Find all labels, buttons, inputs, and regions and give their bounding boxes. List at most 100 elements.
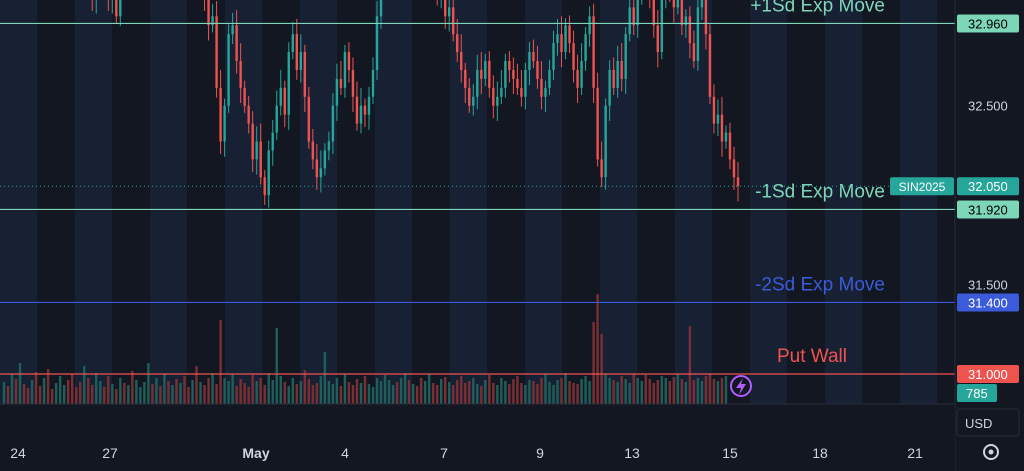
volume-bar [500, 378, 503, 404]
volume-bar [147, 363, 150, 404]
volume-bar [640, 381, 643, 404]
session-band [225, 0, 262, 404]
candle-body [115, 0, 118, 17]
symbol-tag [890, 177, 954, 196]
volume-bar [291, 378, 294, 404]
candle-body [359, 105, 363, 124]
volume-bar [688, 326, 692, 404]
candle-body [355, 96, 359, 124]
volume-bar [528, 380, 531, 404]
volume-bar [576, 384, 579, 404]
price-tick: 31.000 [968, 367, 1008, 382]
candle-body [612, 69, 615, 88]
volume-bar [14, 379, 18, 404]
candle-body [271, 132, 274, 151]
candle-body [688, 16, 692, 44]
session-bands [0, 0, 937, 404]
candle-body [323, 150, 327, 169]
volume-bar [38, 386, 42, 404]
volume-bar [552, 385, 555, 404]
volume-bar [219, 320, 222, 404]
candle-body [315, 159, 319, 178]
volume-bar [235, 386, 238, 404]
volume-bar [46, 369, 50, 404]
candle-body [552, 43, 555, 70]
level-label: +1Sd Exp Move [750, 0, 885, 16]
volume-bar [379, 381, 383, 404]
volume-bar [263, 385, 266, 404]
volume-bar [572, 383, 575, 404]
volume-bar [271, 380, 274, 404]
currency-button[interactable]: USD [956, 408, 1020, 437]
candle-body [375, 16, 379, 70]
volume-bar [343, 374, 347, 404]
session-band [0, 0, 37, 404]
volume-bar [724, 376, 728, 404]
candle-body [207, 0, 210, 26]
candle-body [656, 25, 659, 53]
volume-bar [464, 383, 467, 404]
candle-body [676, 0, 680, 8]
candle-body [267, 150, 270, 196]
volume-bar [720, 378, 724, 404]
candle-body [532, 52, 535, 62]
candle-body [584, 34, 587, 62]
volume-bar [580, 379, 583, 404]
candle-body [347, 52, 351, 70]
volume-bar [171, 385, 174, 404]
candle-body [460, 52, 463, 70]
candle-body [351, 69, 355, 97]
candle-body [496, 96, 499, 106]
volume-bar [367, 384, 371, 404]
candlesticks [91, 0, 740, 208]
volume-bar [704, 376, 708, 404]
volume-bar [30, 380, 34, 404]
volume-bar [395, 382, 399, 404]
volume-bar [255, 381, 258, 404]
candle-body [568, 25, 571, 44]
candle-body [624, 34, 627, 79]
candle-body [307, 96, 311, 142]
lightning-icon[interactable] [730, 375, 752, 397]
price-tag [957, 200, 1019, 219]
volume-bar [504, 381, 507, 404]
volume-bar [159, 386, 162, 404]
volume-bar [275, 328, 278, 404]
candle-body [488, 61, 491, 88]
volume-bar [708, 374, 712, 404]
candle-body [299, 52, 303, 70]
candle-body [504, 61, 507, 88]
volume-bar [612, 380, 615, 404]
volume-bar [58, 376, 62, 404]
volume-bar [199, 382, 202, 404]
volume-bar [616, 382, 619, 404]
candle-body [339, 78, 343, 88]
volume-bar [259, 378, 262, 404]
candle-body [259, 141, 262, 178]
volume-bar [548, 382, 551, 404]
candle-body [472, 96, 475, 106]
volume-bar [448, 382, 451, 404]
volume-bar [2, 382, 6, 404]
candle-body [620, 61, 623, 79]
volume-bar [339, 386, 343, 404]
volume-bar [700, 381, 704, 404]
volume-bar [608, 378, 611, 404]
candle-body [680, 0, 684, 26]
session-band [300, 0, 337, 404]
candle-body [704, 0, 708, 35]
volume-bar [540, 378, 543, 404]
volume-bar [680, 379, 684, 404]
time-tick: 4 [341, 445, 349, 461]
volume-bar [512, 379, 515, 404]
volume-bar [532, 381, 535, 404]
volume-bar [492, 383, 495, 404]
candle-body [724, 132, 728, 142]
candle-body [456, 34, 459, 53]
volume-bar [371, 387, 375, 404]
gear-icon[interactable] [983, 444, 999, 460]
volume-bar [692, 380, 696, 404]
volume-bar [568, 381, 571, 404]
candle-body [235, 25, 238, 62]
